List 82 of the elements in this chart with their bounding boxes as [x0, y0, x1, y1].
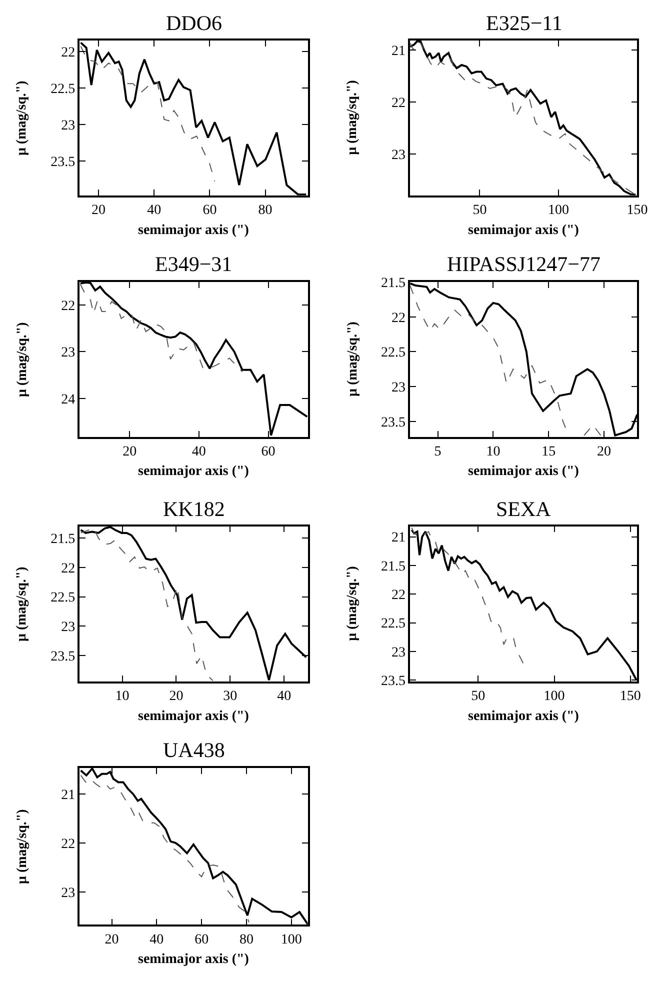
x-axis-title: semimajor axis (")	[138, 223, 250, 238]
chart-title: DDO6	[166, 11, 222, 35]
x-tick-label: 30	[223, 688, 238, 704]
x-tick-label: 60	[202, 202, 217, 218]
x-tick-label: 15	[542, 444, 556, 460]
y-axis-title: μ (mag/sq.")	[14, 80, 30, 156]
x-tick-label: 40	[192, 444, 206, 460]
y-tick-label: 24	[61, 392, 76, 408]
line-series	[80, 284, 243, 372]
x-axis-title: semimajor axis (")	[138, 709, 250, 724]
x-tick-label: 60	[194, 932, 209, 948]
y-tick-label: 21	[61, 788, 76, 803]
x-tick-label: 20	[169, 688, 184, 704]
y-tick-label: 22.5	[50, 82, 76, 97]
y-tick-label: 23	[392, 380, 406, 396]
x-tick-label: 80	[258, 202, 272, 218]
y-tick-label: 23	[61, 346, 76, 361]
x-tick-label: 50	[472, 202, 487, 218]
y-tick-label: 23.5	[50, 649, 76, 664]
line-series	[80, 526, 308, 682]
x-axis-title: semimajor axis (")	[468, 709, 580, 724]
x-axis-title: semimajor axis (")	[138, 952, 250, 967]
y-tick-label: 23	[61, 620, 76, 636]
y-tick-label: 22	[61, 298, 76, 314]
line-series	[80, 774, 250, 923]
x-tick-label: 150	[626, 202, 648, 218]
y-tick-label: 23	[392, 645, 406, 660]
x-tick-label: 40	[277, 688, 292, 704]
y-axis-title: μ (mag/sq.")	[346, 321, 361, 396]
y-tick-label: 23.5	[50, 154, 76, 170]
y-tick-label: 22.5	[381, 346, 406, 361]
y-tick-label: 22	[392, 588, 406, 604]
line-series	[80, 528, 214, 682]
x-tick-label: 20	[104, 932, 119, 948]
y-tick-label: 23	[61, 118, 76, 134]
line-series	[80, 46, 216, 182]
y-tick-label: 21.5	[50, 532, 76, 548]
x-tick-label: 150	[620, 688, 641, 704]
y-tick-label: 22	[392, 96, 406, 111]
y-tick-label: 23.5	[381, 674, 406, 690]
y-tick-label: 21.5	[381, 559, 406, 574]
x-tick-label: 100	[280, 932, 302, 948]
chart-title: UA438	[163, 738, 225, 762]
y-tick-label: 23.5	[381, 415, 406, 430]
y-tick-label: 22.5	[381, 616, 406, 632]
x-tick-label: 80	[240, 932, 254, 948]
line-series	[80, 42, 308, 196]
y-axis-title: μ (mag/sq.")	[14, 566, 30, 642]
x-tick-label: 20	[597, 444, 611, 460]
y-tick-label: 22	[61, 561, 76, 576]
x-tick-label: 20	[122, 444, 137, 460]
x-tick-label: 40	[150, 932, 164, 948]
x-tick-label: 60	[261, 444, 276, 460]
chart-title: HIPASSJ1247−77	[447, 252, 600, 276]
x-tick-label: 50	[471, 688, 486, 704]
y-tick-label: 23	[392, 148, 406, 163]
y-tick-label: 22.5	[50, 590, 76, 606]
chart-title: KK182	[163, 497, 225, 521]
y-tick-label: 22	[61, 836, 76, 852]
y-tick-label: 21.5	[381, 276, 406, 291]
y-tick-label: 22	[61, 45, 76, 60]
y-tick-label: 21	[392, 44, 406, 59]
y-axis-title: μ (mag/sq.")	[15, 808, 30, 884]
chart-title: E325−11	[486, 11, 562, 35]
x-tick-label: 100	[544, 688, 565, 704]
y-axis-title: μ (mag/sq.")	[345, 566, 360, 641]
x-tick-label: 10	[486, 444, 500, 460]
x-axis-title: semimajor axis (")	[468, 223, 580, 238]
x-axis-title: semimajor axis (")	[468, 464, 580, 479]
y-tick-label: 22	[392, 310, 406, 326]
x-tick-label: 40	[147, 202, 162, 218]
y-tick-label: 23	[61, 886, 76, 901]
x-tick-label: 5	[434, 444, 442, 460]
chart-title: E349−31	[155, 252, 232, 276]
y-tick-label: 21	[392, 530, 406, 546]
x-tick-label: 10	[115, 688, 130, 704]
y-axis-title: μ (mag/sq.")	[345, 80, 360, 155]
x-tick-label: 20	[92, 202, 106, 218]
chart-title: SEXA	[496, 497, 552, 521]
y-axis-title: μ (mag/sq.")	[15, 322, 30, 398]
x-axis-title: semimajor axis (")	[138, 464, 250, 479]
x-tick-label: 100	[548, 202, 569, 218]
